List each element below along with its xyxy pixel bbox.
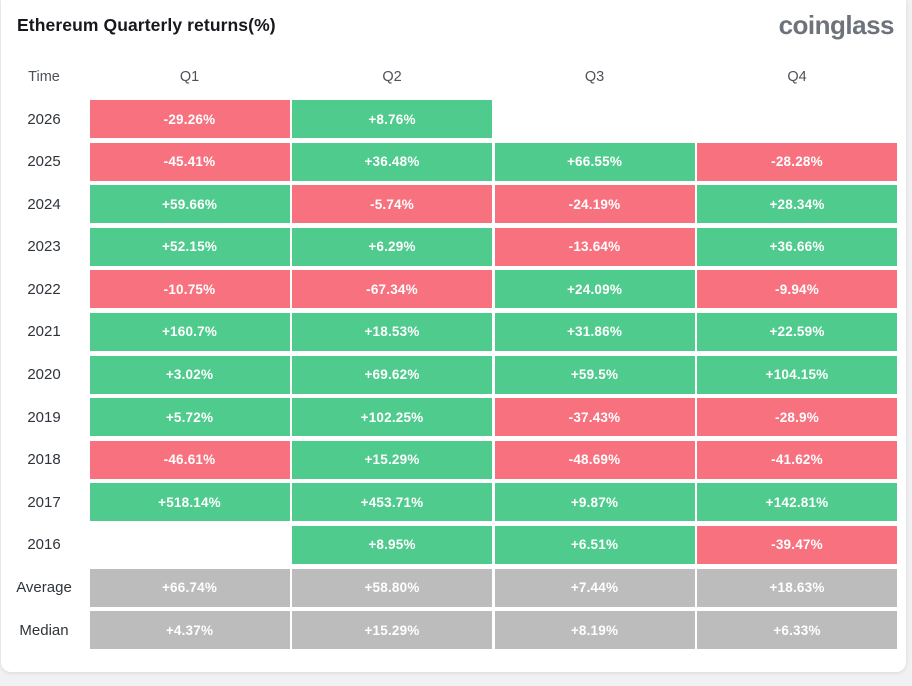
cell-2016-q3: +6.51% bbox=[494, 525, 695, 564]
cell-2018-q1: -46.61% bbox=[89, 440, 290, 479]
cell-2018-q4: -41.62% bbox=[697, 440, 897, 479]
cell-2020-q3: +59.5% bbox=[494, 355, 695, 394]
cell-2025-q4: -28.28% bbox=[697, 142, 897, 181]
cell-2021-q2: +18.53% bbox=[292, 312, 492, 351]
cell-2022-q4: -9.94% bbox=[697, 270, 897, 309]
returns-card: Ethereum Quarterly returns(%) coinglass … bbox=[1, 0, 906, 672]
cell-2022-q1: -10.75% bbox=[89, 270, 290, 309]
column-header-q3: Q3 bbox=[584, 69, 605, 85]
cell-2017-q1: +518.14% bbox=[89, 483, 290, 522]
row-label-2020: 2020 bbox=[27, 366, 61, 384]
row-label-2019: 2019 bbox=[27, 408, 61, 426]
cell-median-q4: +6.33% bbox=[697, 611, 897, 650]
column-header-row: Time Q1 Q2 Q3 Q4 bbox=[1, 66, 895, 88]
cell-2019-q1: +5.72% bbox=[89, 398, 290, 437]
card-header: Ethereum Quarterly returns(%) coinglass bbox=[17, 0, 895, 50]
row-label-median: Median bbox=[19, 621, 69, 639]
cell-2026-q1: -29.26% bbox=[89, 100, 290, 138]
column-header-q1: Q1 bbox=[179, 69, 200, 85]
row-label-2026: 2026 bbox=[27, 110, 61, 128]
cell-2024-q1: +59.66% bbox=[89, 185, 290, 224]
cell-2023-q3: -13.64% bbox=[494, 227, 695, 266]
cell-average-q3: +7.44% bbox=[494, 568, 695, 607]
cell-2024-q3: -24.19% bbox=[494, 185, 695, 224]
coinglass-logo[interactable]: coinglass bbox=[778, 9, 895, 40]
cell-2016-q1 bbox=[90, 526, 290, 564]
cell-2026-q4 bbox=[697, 100, 897, 138]
cell-average-q4: +18.63% bbox=[697, 568, 897, 607]
column-header-q4: Q4 bbox=[787, 69, 807, 85]
cell-median-q3: +8.19% bbox=[494, 611, 695, 650]
cell-2022-q3: +24.09% bbox=[494, 270, 695, 309]
cell-2017-q2: +453.71% bbox=[292, 483, 492, 522]
returns-grid: 2026 -29.26% +8.76% 2025 -45.41% +36.48% +66.5… bbox=[1, 100, 897, 650]
column-header-time: Time bbox=[28, 69, 60, 85]
cell-2019-q4: -28.9% bbox=[697, 398, 897, 437]
cell-2018-q2: +15.29% bbox=[292, 440, 492, 479]
row-label-2024: 2024 bbox=[27, 195, 61, 213]
cell-2026-q2: +8.76% bbox=[292, 100, 492, 138]
row-label-2023: 2023 bbox=[27, 238, 61, 256]
cell-2018-q3: -48.69% bbox=[494, 440, 695, 479]
cell-2024-q4: +28.34% bbox=[697, 185, 897, 224]
row-label-average: Average bbox=[16, 579, 72, 597]
cell-average-q2: +58.80% bbox=[292, 568, 492, 607]
cell-2021-q4: +22.59% bbox=[697, 312, 897, 351]
cell-2022-q2: -67.34% bbox=[292, 270, 492, 309]
cell-2023-q4: +36.66% bbox=[697, 227, 897, 266]
cell-2025-q1: -45.41% bbox=[89, 142, 290, 181]
cell-2020-q4: +104.15% bbox=[697, 355, 897, 394]
cell-2024-q2: -5.74% bbox=[292, 185, 492, 224]
cell-2026-q3 bbox=[495, 100, 695, 138]
cell-median-q1: +4.37% bbox=[89, 611, 290, 650]
cell-2023-q2: +6.29% bbox=[292, 227, 492, 266]
cell-2016-q2: +8.95% bbox=[292, 525, 492, 564]
row-label-2025: 2025 bbox=[27, 153, 61, 171]
column-header-q2: Q2 bbox=[382, 69, 402, 85]
row-label-2017: 2017 bbox=[27, 493, 61, 511]
cell-average-q1: +66.74% bbox=[89, 568, 290, 607]
cell-2025-q2: +36.48% bbox=[292, 142, 492, 181]
cell-2019-q3: -37.43% bbox=[494, 398, 695, 437]
cell-2021-q3: +31.86% bbox=[494, 312, 695, 351]
cell-2023-q1: +52.15% bbox=[89, 227, 290, 266]
row-label-2016: 2016 bbox=[27, 536, 61, 554]
cell-2017-q3: +9.87% bbox=[494, 483, 695, 522]
cell-2019-q2: +102.25% bbox=[292, 398, 492, 437]
cell-2020-q2: +69.62% bbox=[292, 355, 492, 394]
cell-median-q2: +15.29% bbox=[292, 611, 492, 650]
page-title: Ethereum Quarterly returns(%) bbox=[17, 14, 276, 35]
cell-2016-q4: -39.47% bbox=[697, 525, 897, 564]
row-label-2018: 2018 bbox=[27, 451, 61, 469]
cell-2021-q1: +160.7% bbox=[89, 312, 290, 351]
cell-2020-q1: +3.02% bbox=[89, 355, 290, 394]
cell-2017-q4: +142.81% bbox=[697, 483, 897, 522]
row-label-2021: 2021 bbox=[27, 323, 61, 341]
cell-2025-q3: +66.55% bbox=[494, 142, 695, 181]
row-label-2022: 2022 bbox=[27, 280, 61, 298]
